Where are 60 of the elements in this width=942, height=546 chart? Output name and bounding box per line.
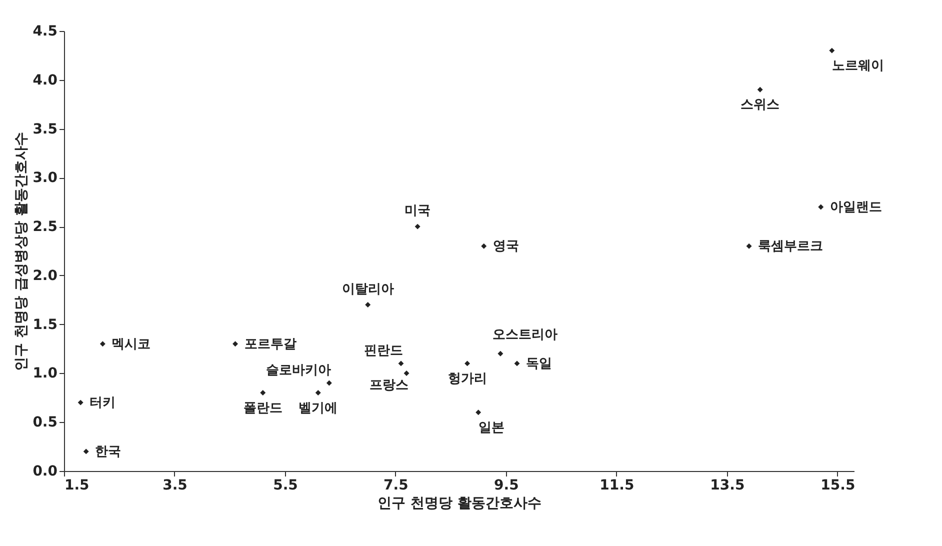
y-tick-label: 4.5	[32, 24, 58, 40]
y-tick-label: 4.0	[32, 72, 58, 88]
annotation: 슬로바키아	[266, 363, 332, 378]
point	[476, 410, 482, 416]
annotation: 노르웨이	[832, 58, 884, 74]
annotation: 아일랜드	[830, 200, 882, 215]
y-axis-title: 인구 천명당 급성병상당 활동간호사수	[14, 132, 30, 371]
x-tick-label: 3.5	[162, 478, 188, 494]
point	[83, 448, 89, 454]
annotation: 벨기에	[298, 400, 338, 416]
y-tick-label: 3.5	[32, 121, 58, 138]
annotation: 프랑스	[370, 378, 409, 394]
point	[260, 390, 266, 396]
annotation: 미국	[404, 204, 431, 219]
point	[315, 390, 321, 396]
annotation: 영국	[492, 239, 519, 254]
point	[757, 86, 763, 92]
point	[404, 370, 410, 376]
annotation: 룩셈부르크	[758, 239, 824, 254]
point	[78, 400, 84, 406]
point	[514, 360, 520, 366]
point	[498, 350, 504, 356]
annotation: 스위스	[740, 98, 780, 113]
point	[100, 341, 106, 347]
y-tick-label: 1.5	[32, 316, 58, 333]
x-tick-label: 7.5	[384, 478, 408, 494]
x-axis-title: 인구 천명당 활동간호사수	[378, 496, 542, 512]
point	[398, 360, 404, 366]
point	[818, 204, 824, 210]
x-tick-label: 1.5	[64, 478, 90, 494]
x-tick-label: 5.5	[273, 478, 298, 494]
annotation: 독일	[526, 356, 552, 372]
point	[365, 302, 371, 308]
y-tick-label: 1.0	[32, 366, 58, 382]
point	[746, 243, 752, 249]
y-tick-label: 2.5	[32, 219, 58, 236]
annotation: 핀란드	[364, 343, 403, 358]
point	[232, 341, 238, 347]
annotation: 터키	[90, 396, 116, 411]
x-tick-label: 13.5	[710, 478, 745, 494]
x-tick-label: 15.5	[820, 478, 856, 494]
annotation: 이탈리아	[342, 282, 394, 297]
point	[326, 380, 332, 386]
annotation: 멕시코	[112, 336, 151, 352]
point	[414, 224, 420, 230]
point	[829, 48, 835, 54]
annotation: 일본	[478, 420, 504, 436]
y-tick-label: 0.5	[32, 414, 58, 431]
annotation: 오스트리아	[492, 328, 558, 343]
y-tick-label: 0.0	[32, 464, 58, 480]
y-tick-label: 3.0	[32, 170, 58, 186]
x-tick-label: 9.5	[494, 478, 519, 494]
point	[464, 360, 470, 366]
point	[481, 243, 487, 249]
annotation: 포르투갈	[244, 336, 296, 352]
x-tick-label: 11.5	[600, 478, 634, 494]
y-tick-label: 2.0	[32, 268, 58, 284]
annotation: 폴란드	[243, 400, 282, 416]
annotation: 한국	[95, 444, 122, 460]
annotation: 헝가리	[448, 371, 487, 386]
